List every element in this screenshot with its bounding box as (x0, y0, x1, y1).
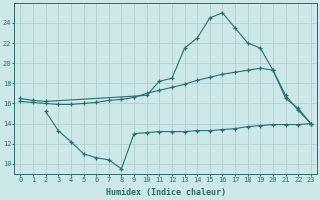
X-axis label: Humidex (Indice chaleur): Humidex (Indice chaleur) (106, 188, 226, 197)
